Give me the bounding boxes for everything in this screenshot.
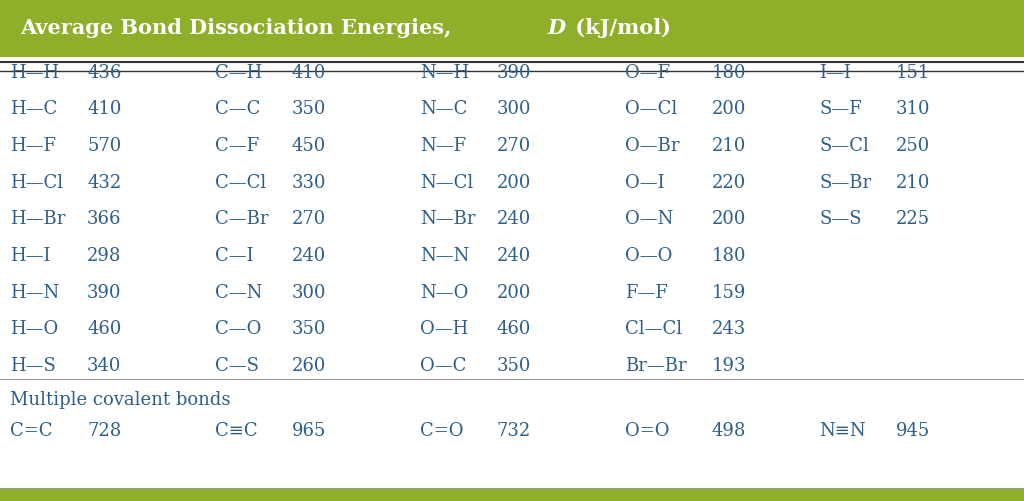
Text: 410: 410 — [292, 64, 327, 82]
Text: 225: 225 — [896, 210, 930, 228]
Text: C—I: C—I — [215, 246, 254, 265]
Text: 240: 240 — [497, 246, 530, 265]
Text: O=O: O=O — [625, 421, 669, 439]
Text: 300: 300 — [497, 100, 531, 118]
Text: Average Bond Dissociation Energies,: Average Bond Dissociation Energies, — [20, 18, 459, 38]
Text: O—N: O—N — [625, 210, 673, 228]
Text: H—C: H—C — [10, 100, 57, 118]
Text: 498: 498 — [712, 421, 746, 439]
Text: H—H: H—H — [10, 64, 59, 82]
Text: H—Br: H—Br — [10, 210, 66, 228]
Text: 200: 200 — [497, 173, 531, 191]
Text: H—N: H—N — [10, 283, 59, 301]
Text: 410: 410 — [87, 100, 122, 118]
Text: 450: 450 — [292, 137, 326, 155]
Text: 270: 270 — [292, 210, 326, 228]
Text: 460: 460 — [87, 320, 122, 338]
Text: C—S: C—S — [215, 356, 259, 374]
Text: O—H: O—H — [420, 320, 468, 338]
Text: 732: 732 — [497, 421, 530, 439]
Text: 460: 460 — [497, 320, 531, 338]
FancyBboxPatch shape — [0, 0, 1024, 58]
Text: C—Br: C—Br — [215, 210, 268, 228]
Text: Cl—Cl: Cl—Cl — [625, 320, 682, 338]
Text: S—F: S—F — [819, 100, 862, 118]
Text: 193: 193 — [712, 356, 746, 374]
Text: 945: 945 — [896, 421, 930, 439]
Text: N—O: N—O — [420, 283, 468, 301]
Text: S—Br: S—Br — [819, 173, 871, 191]
Text: 250: 250 — [896, 137, 930, 155]
Text: 350: 350 — [292, 100, 327, 118]
Text: S—Cl: S—Cl — [819, 137, 869, 155]
Text: 965: 965 — [292, 421, 327, 439]
Text: O—Cl: O—Cl — [625, 100, 677, 118]
Text: O—F: O—F — [625, 64, 670, 82]
Text: H—Cl: H—Cl — [10, 173, 63, 191]
Text: C—O: C—O — [215, 320, 261, 338]
Text: 151: 151 — [896, 64, 931, 82]
Text: 240: 240 — [497, 210, 530, 228]
FancyBboxPatch shape — [0, 488, 1024, 501]
Text: 728: 728 — [87, 421, 121, 439]
Text: D: D — [548, 18, 566, 38]
Text: 340: 340 — [87, 356, 122, 374]
Text: 300: 300 — [292, 283, 327, 301]
Text: C—N: C—N — [215, 283, 262, 301]
Text: N—F: N—F — [420, 137, 466, 155]
Text: 210: 210 — [896, 173, 931, 191]
Text: 200: 200 — [712, 210, 746, 228]
Text: 200: 200 — [497, 283, 531, 301]
Text: C—Cl: C—Cl — [215, 173, 266, 191]
Text: O—O: O—O — [625, 246, 672, 265]
Text: F—F: F—F — [625, 283, 668, 301]
Text: N—Br: N—Br — [420, 210, 475, 228]
Text: N—N: N—N — [420, 246, 469, 265]
Text: C—H: C—H — [215, 64, 262, 82]
Text: C—F: C—F — [215, 137, 259, 155]
Text: Br—Br: Br—Br — [625, 356, 686, 374]
Text: 330: 330 — [292, 173, 327, 191]
Text: H—I: H—I — [10, 246, 51, 265]
Text: O—Br: O—Br — [625, 137, 679, 155]
Text: H—F: H—F — [10, 137, 56, 155]
Text: H—O: H—O — [10, 320, 58, 338]
Text: C=O: C=O — [420, 421, 463, 439]
Text: 210: 210 — [712, 137, 746, 155]
Text: C—C: C—C — [215, 100, 260, 118]
Text: (kJ/mol): (kJ/mol) — [568, 18, 672, 38]
Text: 350: 350 — [497, 356, 531, 374]
Text: 432: 432 — [87, 173, 121, 191]
Text: 390: 390 — [497, 64, 531, 82]
Text: 570: 570 — [87, 137, 121, 155]
Text: 180: 180 — [712, 246, 746, 265]
Text: 310: 310 — [896, 100, 931, 118]
Text: 220: 220 — [712, 173, 745, 191]
Text: O—C: O—C — [420, 356, 466, 374]
Text: 366: 366 — [87, 210, 122, 228]
Text: 200: 200 — [712, 100, 746, 118]
Text: S—S: S—S — [819, 210, 862, 228]
Text: N—Cl: N—Cl — [420, 173, 473, 191]
Text: I—I: I—I — [819, 64, 851, 82]
Text: C=C: C=C — [10, 421, 53, 439]
Text: Multiple covalent bonds: Multiple covalent bonds — [10, 390, 230, 408]
Text: O—I: O—I — [625, 173, 665, 191]
Text: N—C: N—C — [420, 100, 467, 118]
Text: N≡N: N≡N — [819, 421, 866, 439]
Text: 436: 436 — [87, 64, 122, 82]
Text: C≡C: C≡C — [215, 421, 258, 439]
Text: 180: 180 — [712, 64, 746, 82]
Text: 298: 298 — [87, 246, 122, 265]
Text: 243: 243 — [712, 320, 745, 338]
Text: 390: 390 — [87, 283, 122, 301]
Text: 270: 270 — [497, 137, 530, 155]
Text: 240: 240 — [292, 246, 326, 265]
Text: 159: 159 — [712, 283, 746, 301]
Text: 350: 350 — [292, 320, 327, 338]
Text: 260: 260 — [292, 356, 327, 374]
Text: H—S: H—S — [10, 356, 56, 374]
Text: N—H: N—H — [420, 64, 469, 82]
